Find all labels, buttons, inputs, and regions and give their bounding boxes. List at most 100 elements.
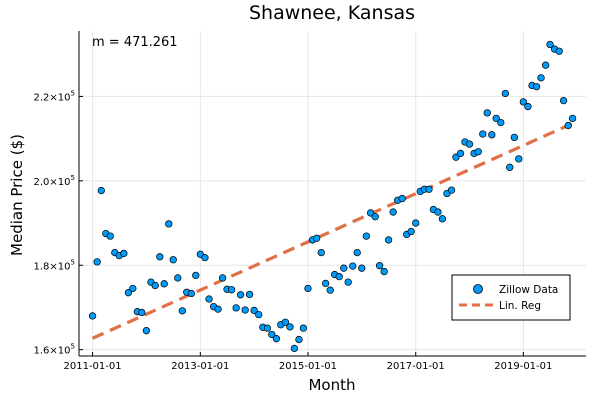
data-point [532,83,541,91]
regression-line-layer [91,121,574,340]
data-point [519,98,527,106]
data-point [483,109,491,117]
data-point [335,272,343,281]
data-point [205,295,213,303]
data-point [510,133,519,142]
data-point [218,274,227,282]
data-point [124,289,133,297]
data-point [412,219,420,227]
data-point [344,278,352,286]
data-point [353,248,361,257]
data-point [142,327,151,335]
data-point [488,131,496,139]
data-point [245,290,254,299]
legend: Zillow Data Lin. Reg [451,274,571,321]
legend-marker-zillow-data [473,284,483,294]
x-tick-label: 2017-01-01 [387,361,445,372]
y-tick-label: 2.0×105 [34,174,75,188]
data-point [541,61,550,69]
x-tick-label: 2013-01-01 [171,361,229,372]
data-point [201,254,209,262]
data-point [106,232,114,240]
x-tick-label: 2015-01-01 [279,361,337,372]
data-point [384,236,393,244]
data-point [326,286,334,294]
data-point [313,234,321,242]
data-point [474,148,482,156]
data-point [281,318,290,326]
data-point [88,312,97,320]
data-point [559,96,568,105]
tick-labels: 2011-01-01 2013-01-01 2015-01-01 2017-01-01… [34,89,553,372]
x-axis-label: Month [308,376,355,394]
data-point [497,118,505,127]
regression-line [91,121,574,340]
data-point [290,344,299,353]
y-tick-label: 1.8×105 [34,258,75,272]
data-point [174,274,182,282]
data-point [232,304,240,312]
data-point [524,102,532,111]
data-point [151,281,159,290]
data-point [438,215,447,223]
data-point [358,264,366,272]
data-point [546,40,554,49]
data-point [479,130,487,138]
data-point [93,258,101,266]
data-point [506,163,514,171]
legend-label-zillow-data: Zillow Data [499,284,558,296]
data-point [434,208,442,216]
data-point [165,220,173,228]
x-tick-label: 2011-01-01 [64,361,122,372]
data-point [129,284,137,293]
data-point [371,213,379,221]
data-point [295,335,303,344]
x-tick-label: 2019-01-01 [494,361,552,372]
data-point [321,279,330,288]
data-point [492,114,500,123]
data-point [564,121,572,130]
data-point [187,289,195,298]
data-point [263,324,272,332]
data-point [425,185,433,193]
data-point [340,264,348,272]
data-point [255,310,263,319]
data-point [286,323,294,331]
grid [79,31,586,356]
legend-box [451,274,571,321]
data-point [465,140,474,148]
data-point [375,262,384,270]
data-point [227,286,236,294]
data-point [120,249,128,258]
y-tick-label: 1.6×105 [34,343,75,357]
data-point [250,306,258,315]
data-point [268,330,276,339]
data-point [501,89,510,98]
data-point [389,208,397,216]
data-point [398,194,406,203]
data-point [537,74,545,82]
chart-title: Shawnee, Kansas [249,2,415,24]
data-point [380,267,388,276]
data-points [88,40,577,353]
data-point [214,305,222,313]
data-point [304,284,312,293]
slope-annotation: m = 471.261 [92,35,178,50]
data-point [160,280,168,288]
axes [78,31,586,357]
data-point [568,114,577,123]
data-point [241,306,249,314]
data-point [169,256,177,264]
data-point [192,271,200,280]
data-point [447,186,456,194]
data-point [156,253,164,261]
data-point [317,248,325,257]
data-point [178,307,186,315]
data-point [97,186,105,195]
data-point [236,291,245,299]
data-point [456,149,465,158]
data-point [362,232,370,240]
data-point [272,335,281,343]
legend-label-lin-reg: Lin. Reg [499,300,541,312]
data-point [349,262,357,270]
